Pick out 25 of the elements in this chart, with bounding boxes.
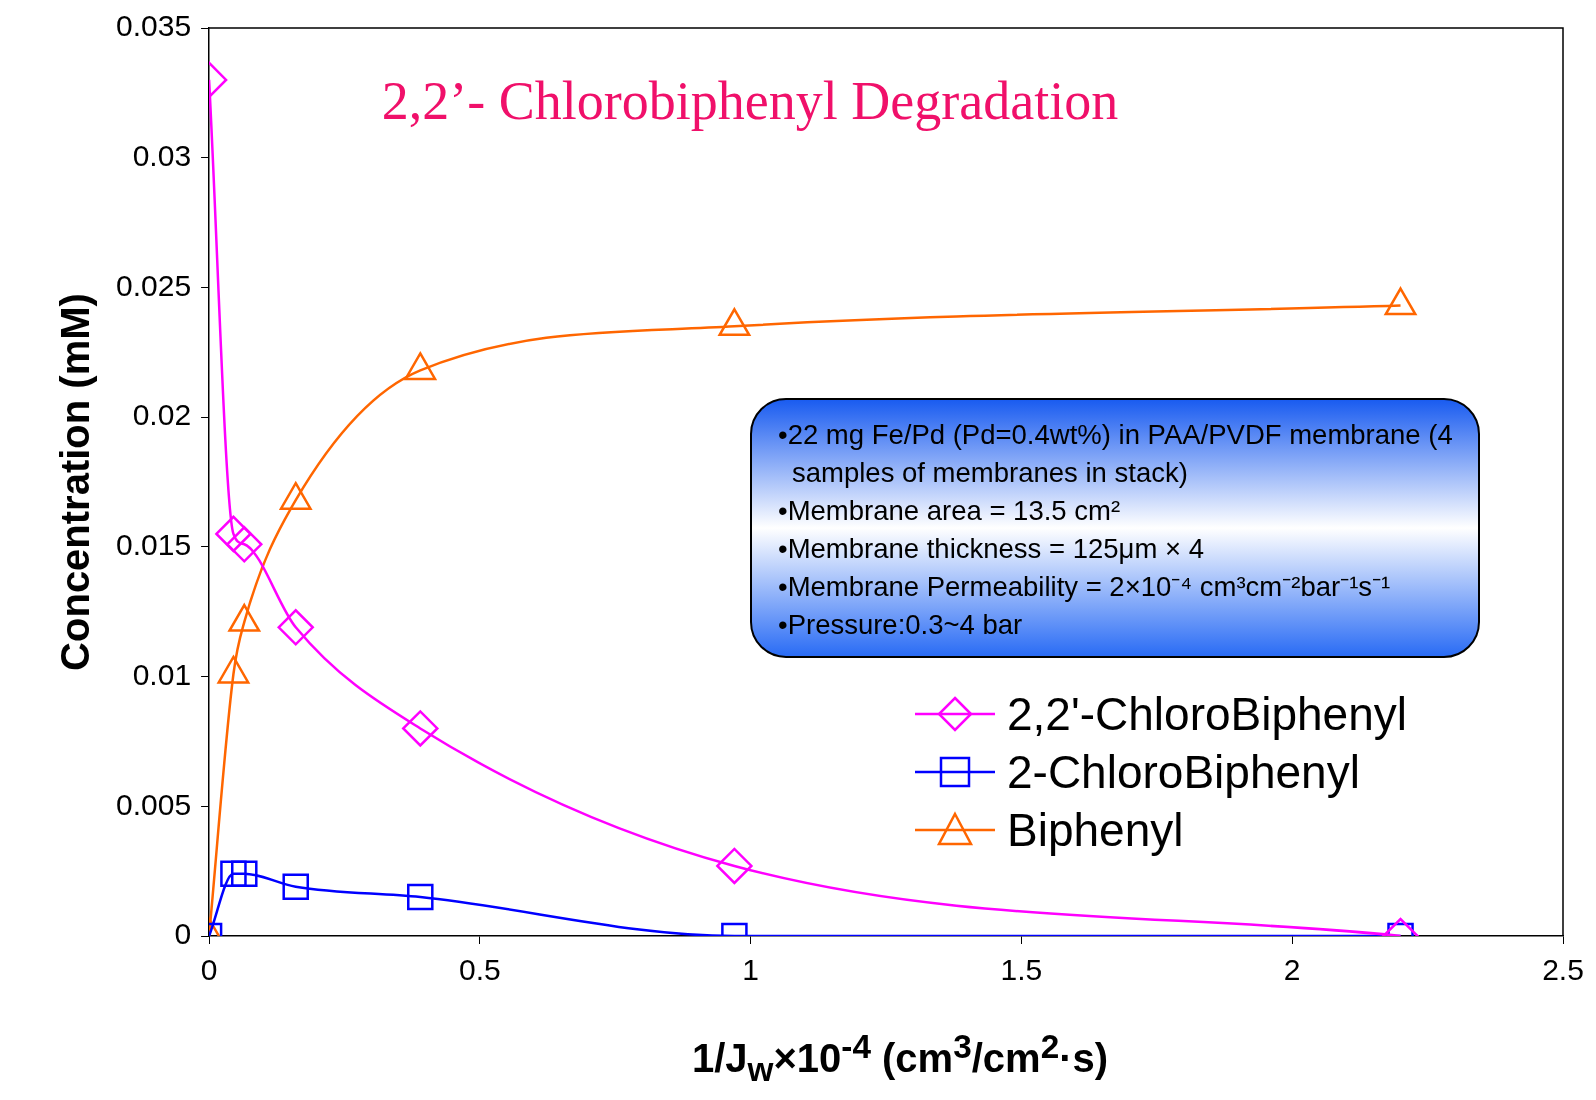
legend-label: Biphenyl bbox=[1007, 803, 1184, 858]
annotation: •Pressure:0.3~4 bar bbox=[778, 608, 1024, 642]
y-axis-title: Concentration (mM) bbox=[53, 293, 98, 671]
text: 2,2’- Chlorobiphenyl Degradation bbox=[380, 70, 1120, 132]
text: 1/J$_{w}$×10$^{-4}$ (cm$^{3}$/cm$^{2}$·s) bbox=[691, 1028, 1109, 1089]
x-tick-label: 0.5 bbox=[459, 953, 501, 987]
x-tick-label: 0 bbox=[200, 953, 218, 987]
x-tick-label: 1.5 bbox=[1000, 953, 1043, 987]
y-tick-label: 0.01 bbox=[132, 657, 192, 691]
x-tick-label: 2 bbox=[1283, 953, 1301, 987]
annotation: •Membrane area = 13.5 cm² bbox=[778, 494, 1122, 528]
legend-label: 2,2'-ChloroBiphenyl bbox=[1007, 687, 1408, 742]
y-tick-label: 0.015 bbox=[116, 528, 192, 562]
x-tick-label: 1 bbox=[742, 953, 759, 987]
y-tick-label: 0.03 bbox=[132, 138, 192, 172]
annotation: •Membrane thickness = 125μm × 4 bbox=[778, 532, 1205, 566]
y-tick-label: 0.035 bbox=[116, 9, 192, 43]
x-tick-label: 2.5 bbox=[1542, 953, 1584, 987]
y-tick-label: 0.025 bbox=[116, 268, 192, 302]
legend-label: 2-ChloroBiphenyl bbox=[1007, 745, 1360, 800]
y-tick-label: 0 bbox=[174, 917, 192, 951]
y-tick-label: 0.005 bbox=[116, 787, 192, 821]
annotation: •Membrane Permeability = 2×10⁻⁴ cm³cm⁻²bar⁻¹s⁻¹ bbox=[778, 570, 1392, 604]
y-tick-label: 0.02 bbox=[132, 398, 192, 432]
annotation: •22 mg Fe/Pd (Pd=0.4wt%) in PAA/PVDF membrane (4 samples of membranes in stack) bbox=[778, 418, 1454, 490]
